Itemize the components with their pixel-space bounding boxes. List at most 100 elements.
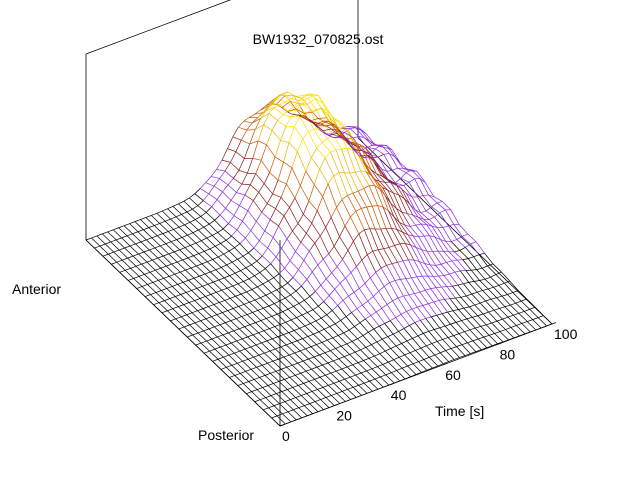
- mesh-line-row: [209, 219, 215, 225]
- mesh-line-col: [420, 347, 430, 358]
- mesh-line-row: [446, 260, 452, 263]
- mesh-line-col: [134, 221, 144, 230]
- mesh-line-row: [461, 342, 468, 346]
- mesh-line-col: [537, 317, 547, 327]
- mesh-line-row: [437, 339, 443, 342]
- mesh-line-col: [223, 356, 233, 366]
- mesh-line-col: [317, 264, 327, 280]
- mesh-line-row: [193, 275, 200, 279]
- mesh-line-col: [369, 228, 379, 250]
- x-tick-mark: [443, 362, 448, 366]
- mesh-line-col: [293, 330, 303, 339]
- mesh-line-row: [449, 271, 455, 275]
- mesh-line-col: [400, 314, 410, 326]
- mesh-line-row: [260, 110, 267, 119]
- mesh-line-col: [321, 342, 331, 351]
- mesh-line-col: [287, 108, 296, 113]
- mesh-line-row: [292, 223, 299, 232]
- mesh-line-row: [472, 338, 479, 342]
- mesh-line-col: [318, 305, 328, 315]
- mesh-line-col: [288, 354, 298, 364]
- mesh-line-row: [197, 308, 204, 311]
- mesh-line-row: [178, 304, 184, 307]
- mesh-line-col: [245, 237, 255, 249]
- mesh-line-col: [309, 250, 319, 266]
- mesh-line-col: [462, 259, 472, 271]
- mesh-line-col: [115, 239, 125, 249]
- mesh-line-row: [421, 249, 428, 252]
- mesh-line-row: [519, 333, 525, 337]
- mesh-line-col: [428, 194, 438, 204]
- mesh-line-col: [201, 263, 211, 273]
- mesh-line-col: [256, 221, 265, 232]
- mesh-line-col: [386, 171, 396, 184]
- mesh-line-col: [346, 129, 356, 142]
- mesh-line-col: [421, 275, 431, 289]
- mesh-line-col: [360, 208, 371, 229]
- mesh-line-row: [372, 156, 379, 159]
- mesh-line-col: [312, 271, 322, 286]
- mesh-line-row: [190, 242, 197, 246]
- mesh-line-col: [297, 223, 307, 234]
- mesh-line-row: [290, 290, 297, 296]
- mesh-line-col: [372, 251, 382, 269]
- mesh-line-col: [174, 273, 184, 283]
- mesh-line-col: [227, 148, 236, 153]
- mesh-line-row: [442, 337, 449, 340]
- mesh-line-row: [401, 211, 408, 214]
- mesh-line-row: [281, 107, 288, 113]
- mesh-line-col: [164, 300, 174, 309]
- mesh-line-row: [261, 362, 268, 366]
- mesh-line-row: [153, 302, 160, 306]
- mesh-line-row: [428, 301, 434, 305]
- mesh-line-col: [414, 293, 424, 306]
- mesh-line-row: [303, 200, 310, 215]
- mesh-line-row: [430, 264, 436, 266]
- mesh-line-col: [319, 168, 329, 185]
- mesh-line-row: [307, 413, 313, 417]
- mesh-line-row: [215, 243, 221, 247]
- mesh-line-row: [192, 205, 198, 210]
- mesh-line-row: [414, 291, 420, 294]
- mesh-line-col: [485, 324, 495, 334]
- mesh-line-col: [341, 199, 351, 218]
- mesh-line-col: [237, 385, 247, 394]
- mesh-line-row: [200, 212, 207, 217]
- mesh-line-col: [158, 302, 168, 311]
- mesh-line-row: [182, 257, 189, 261]
- mesh-line-col: [261, 342, 271, 352]
- mesh-line-col: [385, 374, 395, 384]
- mesh-line-col: [334, 124, 344, 135]
- mesh-line-row: [228, 247, 235, 252]
- mesh-line-row: [285, 319, 292, 323]
- axis-label-anterior: Anterior: [12, 281, 61, 297]
- mesh-line-col: [358, 385, 368, 394]
- mesh-line-col: [285, 344, 295, 354]
- mesh-line-row: [425, 288, 431, 291]
- mesh-line-col: [475, 327, 484, 338]
- mesh-line-row: [228, 352, 235, 356]
- mesh-line-col: [230, 200, 240, 206]
- mesh-line-row: [410, 224, 416, 227]
- mesh-line-col: [214, 326, 224, 336]
- mesh-line-col: [184, 224, 194, 233]
- mesh-line-col: [274, 156, 284, 163]
- mesh-line-row: [243, 278, 250, 282]
- mesh-line-col: [348, 329, 358, 339]
- mesh-line-row: [392, 167, 398, 171]
- mesh-line-row: [379, 350, 386, 354]
- mesh-line-col: [205, 182, 215, 187]
- mesh-line-col: [364, 283, 374, 297]
- mesh-line-col: [443, 251, 453, 262]
- mesh-line-row: [444, 298, 451, 300]
- mesh-line-col: [382, 364, 392, 373]
- mesh-line-row: [343, 329, 350, 334]
- mesh-line-col: [169, 276, 178, 285]
- mesh-line-col: [341, 127, 351, 129]
- mesh-line-col: [123, 225, 133, 235]
- mesh-line-row: [502, 316, 509, 320]
- mesh-line-row: [310, 344, 317, 348]
- mesh-line-col: [332, 133, 342, 150]
- mesh-line-row: [372, 249, 379, 252]
- mesh-line-col: [291, 364, 301, 374]
